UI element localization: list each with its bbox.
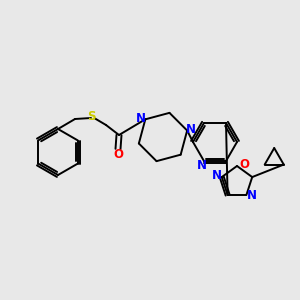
Text: N: N: [246, 189, 256, 203]
Text: O: O: [113, 148, 123, 160]
Text: N: N: [197, 159, 207, 172]
Text: S: S: [87, 110, 95, 124]
Text: N: N: [136, 112, 146, 125]
Text: N: N: [186, 123, 196, 136]
Text: N: N: [212, 169, 222, 182]
Text: O: O: [239, 158, 249, 172]
